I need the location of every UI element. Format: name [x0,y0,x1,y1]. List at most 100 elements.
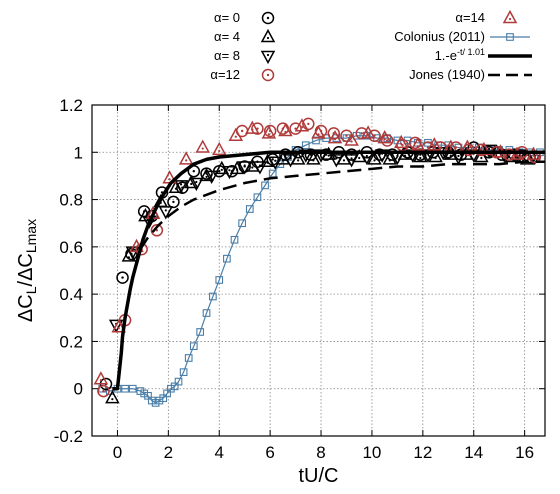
data-point-dot [350,140,353,143]
plot-area [93,117,545,407]
legend-swatch [260,50,276,65]
data-point [179,368,188,377]
legend-label: Colonius (2011) [394,29,485,44]
x-tick-label: 0 [113,443,122,462]
data-point [410,137,426,151]
legend-label: α= 4 [214,29,240,44]
data-point-dot [258,164,262,167]
data-point [263,124,277,138]
data-point-dot [234,135,237,138]
data-point [313,149,329,163]
x-tick-label: 16 [515,443,534,462]
data-point-dot [350,157,353,160]
data-point-dot [386,139,389,142]
data-point [476,141,492,156]
y-axis-title: ΔCL/ΔCLmax [15,219,39,322]
data-point-dot [480,156,483,160]
data-point [294,118,310,132]
data-point-dot [135,246,138,249]
data-point [283,154,298,168]
grid [92,104,545,437]
legend-swatch [261,68,275,82]
data-point-dot [274,159,277,162]
data-point-dot [367,133,370,136]
legend-label: Jones (1940) [409,67,485,82]
data-point [301,141,310,150]
data-point [158,206,174,220]
data-point [141,215,157,229]
data-point-dot [487,147,491,151]
data-point [108,319,124,333]
data-point-dot [210,173,213,177]
y-tick-label: 0.8 [59,191,83,210]
data-point-dot [102,389,105,393]
y-axis-title-sub1: L [23,286,39,294]
y-tick-label: -0.2 [54,427,83,446]
legend-label: α= 0 [214,10,240,25]
legend-label: 1.-e-t/ 1.01 [435,47,485,63]
data-point [195,139,210,153]
data-point-dot [360,132,363,135]
data-point-dot [416,145,419,148]
series-2 [108,144,543,333]
x-tick-label: 14 [464,443,483,462]
data-point-dot [335,157,338,160]
legend-swatch [506,33,514,41]
legend-label: α=14 [455,10,485,25]
data-point-dot [117,327,120,330]
data-point [386,148,399,161]
legend-label: α= 8 [214,48,240,63]
x-axis: 0 2 4 6 8 10 12 14 16 [113,105,534,462]
data-point-dot [172,200,175,204]
x-tick-label: 10 [362,443,381,462]
data-point-dot [388,159,391,162]
data-point-dot [433,145,436,148]
data-point-dot [373,159,376,162]
plot-frame [91,104,546,437]
y-tick-label: 0.6 [59,238,83,257]
y-axis: -0.2 0 0.2 0.4 0.6 0.8 1 1.2 [54,96,545,446]
data-point-dot [307,122,310,126]
data-point-dot [281,159,284,162]
data-point-dot [317,133,320,136]
data-point-dot [228,169,231,172]
data-point-dot [179,183,183,186]
data-point [245,120,260,134]
data-point-dot [419,156,422,160]
data-point [196,328,205,336]
data-point-dot [195,180,198,184]
legend-swatch-dot [266,53,270,57]
x-tick-label: 6 [265,443,274,462]
legend: α= 0 α= 4 α= 8 α=12 α=14 Colonius (2011) 1.-e-… [210,9,532,82]
data-point [289,122,302,135]
data-point-dot [243,164,246,167]
y-axis-title-base: ΔC [15,294,37,322]
data-point [202,309,211,317]
data-point-dot [190,182,193,186]
data-point [344,154,359,168]
data-point [223,254,231,263]
legend-swatch-dot [508,17,512,21]
data-point-dot [174,187,178,190]
data-point [128,384,137,393]
data-point [222,165,237,180]
x-axis-title: tU/C [299,465,339,487]
data-point-dot [121,276,124,279]
data-point-dot [466,147,469,150]
data-point-dot [449,147,452,150]
data-point [311,125,326,139]
data-point [167,195,180,209]
data-point [298,149,314,163]
x-tick-label: 8 [316,443,325,462]
data-point [150,224,164,237]
data-point-dot [99,379,103,382]
x-tick-label: 2 [164,443,173,462]
data-point [428,148,443,163]
data-point-dot [185,159,188,162]
data-point [374,149,390,163]
data-point [111,319,126,333]
data-point [189,342,198,351]
data-point [230,235,239,244]
data-point-dot [271,158,274,161]
data-point [267,156,283,170]
